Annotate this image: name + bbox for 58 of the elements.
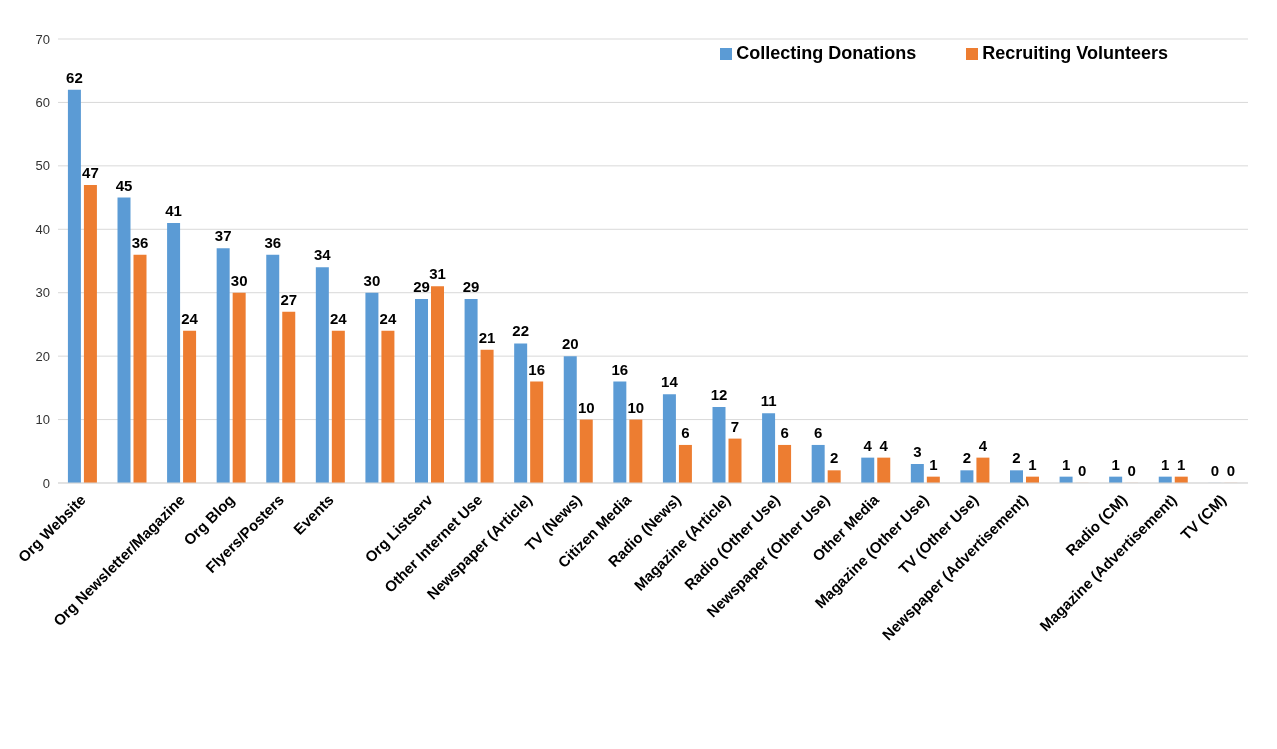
data-label: 1 [1061, 455, 1071, 473]
data-label: 4 [863, 436, 873, 454]
data-label: 2 [962, 449, 972, 467]
data-label: 1 [1161, 455, 1170, 473]
data-label: 62 [66, 68, 83, 86]
data-label: 6 [681, 423, 690, 441]
legend-label: Recruiting Volunteers [982, 43, 1168, 63]
y-tick-label: 0 [42, 475, 50, 491]
data-label: 7 [730, 417, 740, 435]
data-label: 1 [1177, 455, 1186, 473]
data-label: 16 [528, 360, 546, 378]
data-label: 45 [115, 176, 133, 194]
y-tick-label: 10 [35, 412, 50, 428]
data-label: 1 [1028, 455, 1037, 473]
data-label: 24 [329, 309, 348, 327]
data-label: 4 [879, 436, 889, 454]
data-label: 47 [82, 163, 99, 181]
data-label: 14 [661, 373, 679, 391]
data-label: 24 [379, 309, 397, 327]
data-label: 2 [1012, 449, 1021, 467]
data-label: 24 [181, 309, 199, 327]
data-label: 29 [462, 278, 480, 296]
data-label: 10 [577, 398, 595, 416]
y-tick-label: 60 [35, 95, 50, 111]
legend-label: Collecting Donations [736, 43, 917, 63]
data-label: 0 [1226, 461, 1236, 479]
data-label: 20 [561, 335, 579, 353]
data-label: 2 [829, 449, 839, 467]
data-label: 16 [611, 360, 629, 378]
data-label: 30 [363, 271, 381, 289]
data-label: 30 [230, 271, 248, 289]
y-tick-label: 70 [35, 31, 50, 47]
y-tick-label: 30 [35, 285, 50, 301]
data-label: 41 [165, 201, 182, 219]
data-label: 31 [429, 265, 446, 283]
data-label: 36 [131, 233, 149, 251]
data-label: 1 [929, 455, 938, 473]
data-label: 22 [512, 322, 530, 340]
data-label: 0 [1210, 461, 1220, 479]
data-label: 21 [478, 328, 496, 346]
data-label: 34 [313, 246, 332, 264]
data-label: 37 [214, 227, 232, 245]
data-label: 6 [780, 423, 789, 441]
y-tick-label: 50 [35, 158, 50, 174]
y-tick-label: 40 [35, 221, 50, 237]
data-label: 29 [413, 278, 430, 296]
data-label: 12 [710, 385, 728, 403]
data-label: 0 [1077, 461, 1087, 479]
data-label: 27 [280, 290, 298, 308]
data-label: 4 [978, 436, 988, 454]
data-label: 11 [760, 392, 777, 410]
data-label: 3 [913, 442, 922, 460]
data-label: 1 [1111, 455, 1120, 473]
data-label: 36 [264, 233, 282, 251]
data-label: 6 [813, 423, 823, 441]
data-label: 10 [627, 398, 645, 416]
y-tick-label: 20 [35, 348, 50, 364]
data-label: 0 [1127, 461, 1136, 479]
